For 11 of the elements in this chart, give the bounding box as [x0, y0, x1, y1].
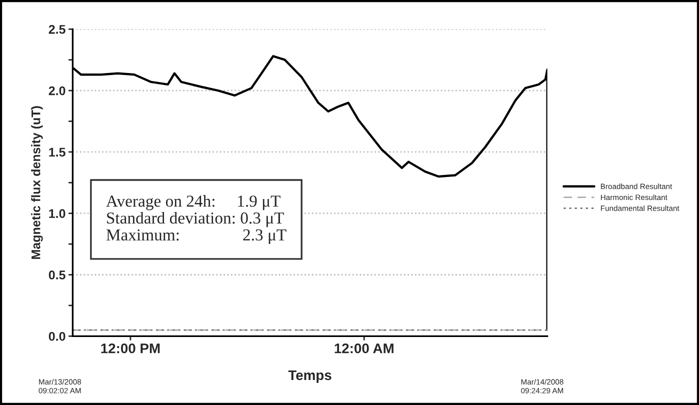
y-axis-title: Magnetic flux density (uT) [31, 106, 43, 259]
y-tick-label: 2.0 [48, 86, 66, 96]
x-tick-label: 12:00 AM [334, 343, 394, 354]
y-tick-label: 1.0 [49, 209, 66, 218]
y-tick-label: 0.5 [48, 270, 66, 280]
x-tick-label: 12:00 PM [101, 343, 160, 354]
x-axis-title: Temps [288, 370, 332, 383]
y-tick-label: 0.0 [48, 332, 66, 341]
y-tick-label: 2.5 [48, 24, 66, 34]
annotation: Average on 24h: 1.9 μT Standard deviation: 0.3 μT Maximum: 2.3 μT [106, 195, 286, 244]
y-tick-label: 1.5 [49, 148, 66, 157]
